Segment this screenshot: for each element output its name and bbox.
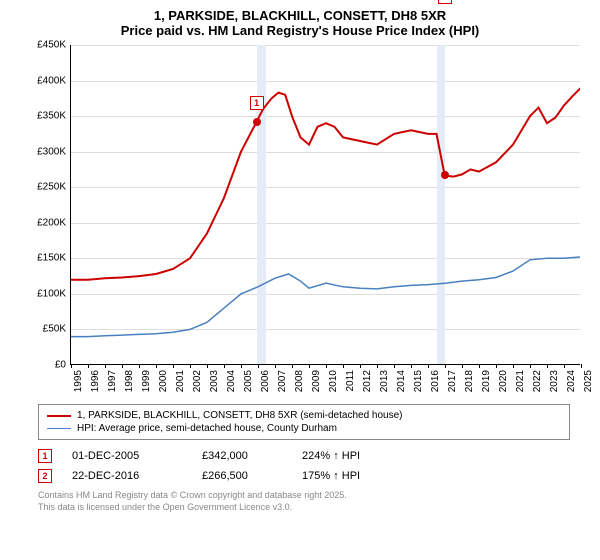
transaction-price: £266,500 (202, 470, 282, 482)
transaction-table: 1 01-DEC-2005 £342,000 224% ↑ HPI 2 22-DEC-20… (38, 446, 570, 486)
legend-swatch (47, 428, 71, 429)
y-tick-label: £400K (37, 75, 66, 86)
x-tick-label: 2007 (277, 370, 288, 392)
x-tick-label: 2000 (158, 370, 169, 392)
y-tick-label: £150K (37, 253, 66, 264)
transaction-pct: 175% ↑ HPI (302, 470, 402, 482)
x-tick-label: 2024 (566, 370, 577, 392)
marker-dot (253, 118, 261, 126)
x-tick-label: 1997 (107, 370, 118, 392)
x-tick-label: 2016 (430, 370, 441, 392)
transaction-marker: 2 (38, 469, 52, 483)
x-tick-label: 2008 (294, 370, 305, 392)
x-tick-label: 2017 (447, 370, 458, 392)
chart-area: £0 £50K £100K £150K £200K £250K £300K £350K £400… (30, 40, 590, 400)
footer-line: Contains HM Land Registry data © Crown c… (38, 490, 570, 502)
x-tick-label: 2010 (328, 370, 339, 392)
marker-dot (441, 171, 449, 179)
transaction-date: 22-DEC-2016 (72, 470, 182, 482)
marker-label: 2 (438, 0, 452, 4)
y-tick-label: £350K (37, 111, 66, 122)
transaction-pct: 224% ↑ HPI (302, 450, 402, 462)
x-tick-label: 1998 (124, 370, 135, 392)
x-tick-label: 2021 (515, 370, 526, 392)
x-tick-label: 2020 (498, 370, 509, 392)
legend-label: 1, PARKSIDE, BLACKHILL, CONSETT, DH8 5XR… (77, 410, 403, 421)
y-tick-label: £100K (37, 288, 66, 299)
series-price_paid (71, 88, 580, 280)
x-tick-label: 2005 (243, 370, 254, 392)
x-tick-label: 2023 (549, 370, 560, 392)
y-tick-label: £450K (37, 40, 66, 51)
chart-title: 1, PARKSIDE, BLACKHILL, CONSETT, DH8 5XR (10, 8, 590, 23)
y-axis: £0£50K£100K£150K£200K£250K£300K£350K£400… (30, 45, 68, 365)
y-tick-label: £200K (37, 217, 66, 228)
transaction-row: 1 01-DEC-2005 £342,000 224% ↑ HPI (38, 446, 570, 466)
x-tick-label: 2014 (396, 370, 407, 392)
series-hpi (71, 257, 580, 337)
x-tick-label: 2025 (583, 370, 594, 392)
footer-line: This data is licensed under the Open Gov… (38, 502, 570, 514)
x-tick-label: 2012 (362, 370, 373, 392)
y-tick-label: £300K (37, 146, 66, 157)
x-tick-label: 2013 (379, 370, 390, 392)
legend-item: HPI: Average price, semi-detached house,… (47, 422, 561, 435)
chart-subtitle: Price paid vs. HM Land Registry's House … (10, 23, 590, 38)
y-tick-label: £50K (43, 324, 66, 335)
chart-title-block: 1, PARKSIDE, BLACKHILL, CONSETT, DH8 5XR… (0, 0, 600, 40)
y-tick-label: £250K (37, 182, 66, 193)
x-tick-label: 2001 (175, 370, 186, 392)
x-tick-label: 1996 (90, 370, 101, 392)
x-tick-label: 2003 (209, 370, 220, 392)
x-tick-label: 2015 (413, 370, 424, 392)
x-tick-label: 2004 (226, 370, 237, 392)
footer-attribution: Contains HM Land Registry data © Crown c… (38, 490, 570, 513)
x-tick-label: 2009 (311, 370, 322, 392)
y-tick-label: £0 (55, 360, 66, 371)
legend-swatch (47, 415, 71, 417)
series-svg (71, 45, 580, 364)
x-tick-label: 2002 (192, 370, 203, 392)
x-axis: 1995 1996 1997 1998 1999 2000 2001 2002 2003 2004… (70, 366, 580, 408)
x-tick-label: 2006 (260, 370, 271, 392)
plot-region: 12 (70, 45, 580, 365)
x-tick-label: 2011 (345, 370, 356, 392)
legend-label: HPI: Average price, semi-detached house,… (77, 423, 337, 434)
x-tick (581, 364, 582, 368)
x-tick-label: 1995 (73, 370, 84, 392)
x-tick-label: 1999 (141, 370, 152, 392)
marker-label: 1 (250, 96, 264, 110)
legend-item: 1, PARKSIDE, BLACKHILL, CONSETT, DH8 5XR… (47, 409, 561, 422)
x-tick-label: 2019 (481, 370, 492, 392)
transaction-price: £342,000 (202, 450, 282, 462)
legend: 1, PARKSIDE, BLACKHILL, CONSETT, DH8 5XR… (38, 404, 570, 440)
transaction-marker: 1 (38, 449, 52, 463)
transaction-date: 01-DEC-2005 (72, 450, 182, 462)
x-tick-label: 2018 (464, 370, 475, 392)
x-tick-label: 2022 (532, 370, 543, 392)
transaction-row: 2 22-DEC-2016 £266,500 175% ↑ HPI (38, 466, 570, 486)
